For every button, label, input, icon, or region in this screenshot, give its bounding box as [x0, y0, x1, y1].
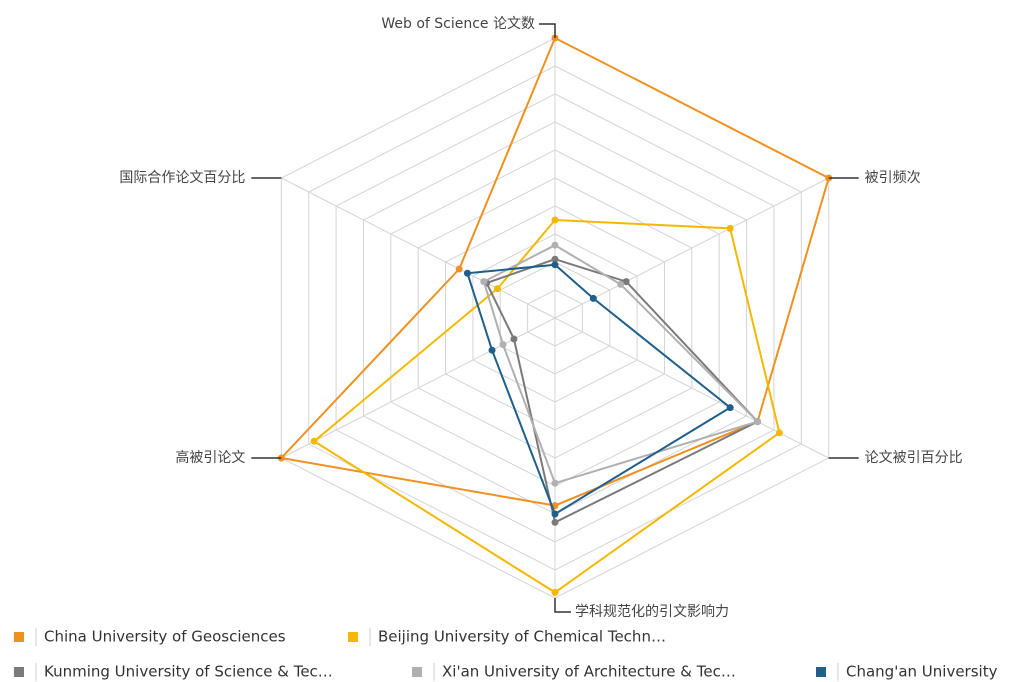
series-point: [551, 588, 559, 596]
series-line: [466, 263, 732, 516]
series-point: [463, 269, 471, 277]
series-point: [726, 404, 734, 412]
axis-spoke: [281, 317, 556, 459]
series-point: [488, 346, 496, 354]
legend: China University of Geosciences Beijing U…: [14, 628, 998, 681]
series-point: [551, 255, 559, 263]
series-point: [622, 278, 630, 286]
series-line: [485, 258, 760, 524]
axis-label: 国际合作论文百分比: [119, 170, 245, 186]
axis-connector: [554, 598, 571, 613]
legend-swatch: [816, 667, 826, 677]
series-point: [726, 224, 734, 232]
series-point: [589, 294, 597, 302]
series-point: [310, 437, 318, 445]
legend-swatch: [412, 667, 422, 677]
axis-labels: Web of Science 论文数被引频次论文被引百分比学科规范化的引文影响力…: [119, 16, 962, 620]
series-point: [455, 265, 463, 273]
legend-swatch: [348, 632, 358, 642]
axis-spoke: [281, 177, 556, 319]
axis-label: Web of Science 论文数: [381, 16, 535, 32]
series-line: [312, 218, 781, 594]
axis-spoke: [554, 177, 829, 319]
series-point: [551, 216, 559, 224]
axis-label: 论文被引百分比: [865, 450, 963, 466]
series-point: [754, 418, 762, 426]
series-point: [617, 280, 625, 288]
series-point: [551, 261, 559, 269]
series-point: [551, 510, 559, 518]
series-point: [551, 518, 559, 526]
legend-swatch: [14, 632, 24, 642]
legend-label: Xi'an University of Architecture & Tec…: [442, 663, 736, 681]
axis-spoke: [554, 317, 829, 459]
axis-label: 学科规范化的引文影响力: [575, 603, 729, 620]
series-point: [551, 479, 559, 487]
legend-label: China University of Geosciences: [44, 628, 286, 646]
series-point: [480, 278, 488, 286]
axis-label: 被引频次: [865, 170, 921, 186]
axis-label: 高被引论文: [175, 449, 245, 466]
legend-label: Beijing University of Chemical Techn…: [378, 628, 666, 646]
series-point: [775, 429, 783, 437]
legend-label: Kunming University of Science & Tec…: [44, 663, 333, 681]
legend-label: Chang'an University: [846, 663, 998, 681]
axis-connector: [539, 23, 556, 38]
legend-swatch: [14, 667, 24, 677]
series-point: [499, 341, 507, 349]
series-point: [494, 285, 502, 293]
series-point: [551, 241, 559, 249]
series-point: [510, 335, 518, 343]
